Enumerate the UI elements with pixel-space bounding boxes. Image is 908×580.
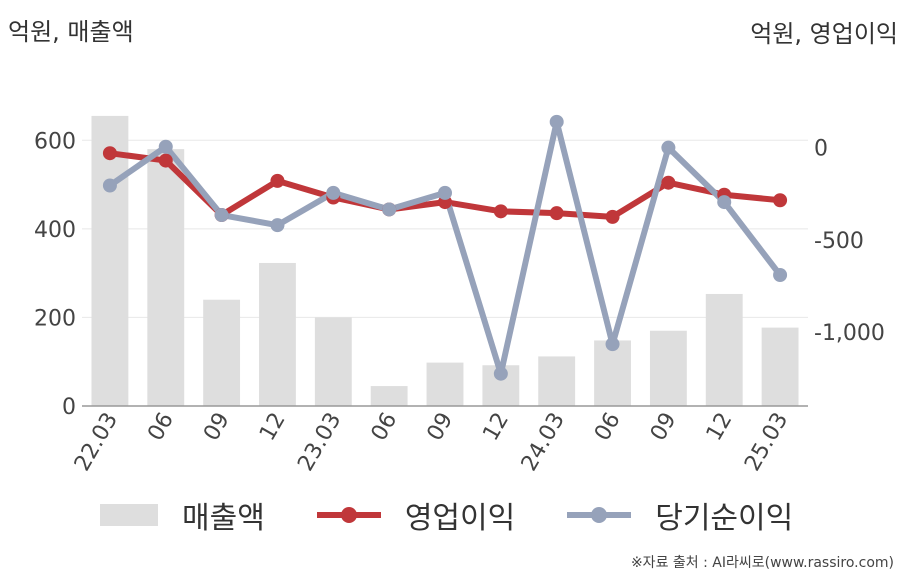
left-axis-ticks: 0 200 400 600	[34, 129, 76, 420]
operating-profit-point	[549, 206, 564, 221]
profit-lines	[102, 114, 788, 381]
revenue-bars	[91, 115, 799, 406]
legend-swatch-revenue	[100, 504, 158, 526]
net-income-point	[382, 202, 397, 217]
x-tick-label: 12	[478, 409, 514, 446]
x-tick-label: 24.03	[517, 409, 570, 476]
net-income-point	[605, 337, 620, 352]
x-tick-label: 06	[143, 409, 179, 446]
x-tick-label: 09	[199, 409, 235, 446]
revenue-bar	[203, 299, 241, 406]
x-tick-label: 06	[367, 409, 403, 446]
revenue-bar	[314, 317, 352, 406]
left-tick-label: 400	[34, 218, 76, 243]
left-tick-label: 0	[62, 395, 76, 420]
legend-item-revenue: 매출액	[100, 493, 265, 537]
operating-profit-point	[661, 175, 676, 190]
legend-label-operating-profit: 영업이익	[404, 501, 516, 536]
x-tick-label: 23.03	[293, 409, 346, 476]
operating-profit-point	[605, 209, 620, 224]
x-axis-ticks: 22.03 06 09 12 23.03 06 09 12 24.03 06 09 12 25.03	[70, 409, 793, 476]
revenue-bar	[91, 115, 129, 406]
revenue-bar	[147, 149, 185, 406]
revenue-bar	[761, 327, 799, 406]
right-axis-unit: 억원, 영업이익	[750, 20, 898, 48]
operating-profit-point	[158, 153, 173, 168]
x-tick-label: 06	[590, 409, 626, 446]
right-tick-label: 0	[814, 137, 828, 162]
revenue-bar	[370, 386, 408, 406]
x-tick-label: 12	[255, 409, 291, 446]
x-tick-label: 09	[423, 409, 459, 446]
legend-label-net-income: 당기순이익	[655, 501, 794, 536]
net-income-point	[270, 218, 285, 233]
legend-swatch-operating-profit	[316, 504, 381, 526]
x-tick-label: 12	[702, 409, 738, 446]
revenue-bar	[426, 362, 464, 406]
operating-profit-point	[773, 193, 788, 208]
legend-item-operating-profit: 영업이익	[316, 493, 516, 537]
source-credit: ※자료 출처 : AI라씨로(www.rassiro.com)	[630, 555, 894, 571]
net-income-point	[102, 178, 117, 193]
net-income-point	[549, 114, 564, 129]
left-tick-label: 600	[34, 129, 76, 154]
legend-item-net-income: 당기순이익	[567, 493, 793, 537]
right-tick-label: -1,000	[814, 321, 885, 346]
net-income-point	[773, 267, 788, 282]
legend-label-revenue: 매출액	[182, 501, 265, 536]
left-axis-unit: 억원, 매출액	[8, 18, 134, 46]
x-tick-label: 25.03	[740, 409, 793, 476]
net-income-point	[717, 195, 732, 210]
net-income-point	[214, 208, 229, 223]
x-tick-label: 22.03	[70, 409, 123, 476]
revenue-bar	[538, 356, 576, 406]
revenue-bar	[594, 340, 631, 406]
operating-profit-point	[493, 204, 508, 219]
net-income-point	[326, 185, 341, 200]
left-tick-label: 200	[34, 306, 76, 331]
legend-swatch-net-income	[567, 504, 632, 526]
operating-profit-point	[102, 146, 117, 161]
revenue-bar	[705, 293, 743, 406]
right-axis-ticks: 0 -500 -1,000	[814, 137, 885, 347]
net-income-point	[661, 140, 676, 155]
operating-profit-point	[270, 173, 285, 188]
net-income-point	[158, 139, 173, 154]
revenue-bar	[259, 262, 296, 406]
net-income-point	[493, 366, 508, 381]
net-income-point	[438, 185, 452, 200]
right-tick-label: -500	[814, 229, 864, 254]
legend: 매출액 영업이익 당기순이익	[100, 493, 845, 537]
x-tick-label: 09	[646, 409, 682, 446]
revenue-bar	[649, 330, 687, 406]
gridlines	[82, 139, 808, 318]
